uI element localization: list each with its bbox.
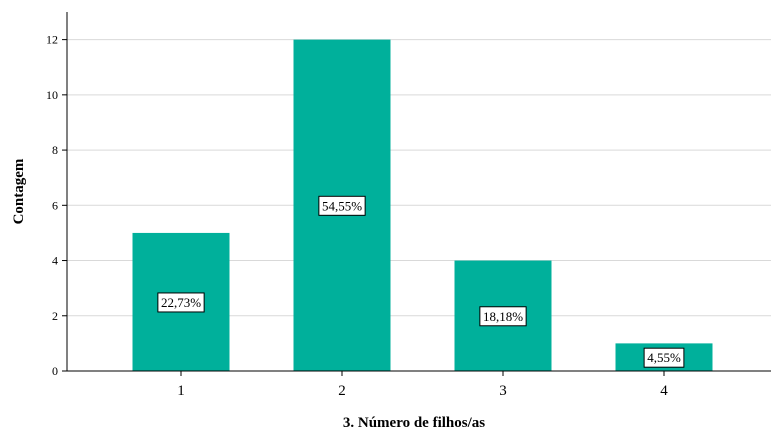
data-label-1: 22,73% [157, 292, 205, 313]
y-tick-label: 0 [52, 364, 58, 378]
data-label-text: 4,55% [647, 350, 681, 365]
y-tick-label: 8 [52, 143, 58, 157]
data-labels: 22,73% 54,55% 18,18% 4,55% [157, 195, 685, 368]
data-label-text: 54,55% [322, 198, 362, 213]
data-label-3: 18,18% [479, 306, 527, 327]
data-label-box [318, 195, 366, 216]
y-tick-label: 4 [52, 254, 58, 268]
data-label-box [157, 292, 205, 313]
x-tick-label-3: 3 [499, 383, 507, 399]
y-axis-title: Contagem [11, 158, 27, 224]
data-label-4: 4,55% [643, 347, 685, 368]
x-axis-title: 3. Número de filhos/as [343, 415, 485, 431]
y-tick-label: 6 [52, 198, 58, 212]
data-label-box [479, 306, 527, 327]
x-tick-label-4: 4 [660, 383, 668, 399]
x-axis-ticks: 1 2 3 4 [177, 371, 668, 399]
y-tick-label: 10 [46, 88, 58, 102]
y-axis-ticks: 0 2 4 6 8 10 12 [46, 33, 67, 378]
x-tick-label-2: 2 [338, 383, 346, 399]
data-label-2: 54,55% [318, 195, 366, 216]
data-label-box [643, 347, 685, 368]
data-label-text: 18,18% [483, 309, 523, 324]
y-tick-label: 12 [46, 33, 58, 47]
y-tick-label: 2 [52, 309, 58, 323]
x-tick-label-1: 1 [177, 383, 185, 399]
data-label-text: 22,73% [161, 295, 201, 310]
